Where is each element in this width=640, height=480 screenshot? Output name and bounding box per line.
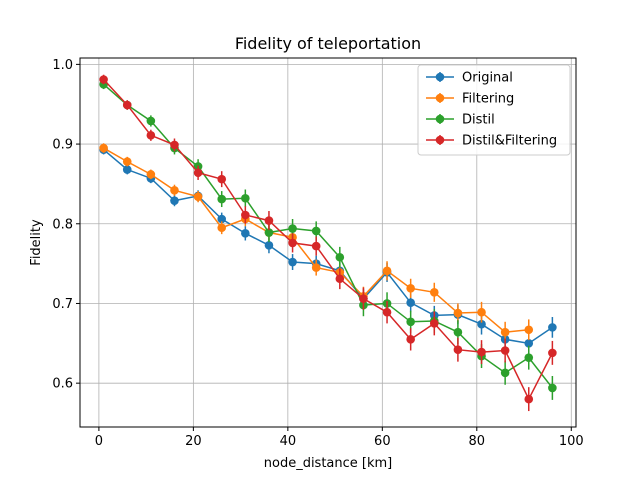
data-point <box>264 228 274 237</box>
data-point <box>548 323 557 332</box>
data-point <box>477 347 486 357</box>
data-point <box>548 348 557 358</box>
series-1 <box>99 144 557 354</box>
x-tick-label: 60 <box>374 434 391 449</box>
data-point <box>335 274 345 284</box>
data-point <box>146 131 156 140</box>
legend-label: Distil <box>462 113 495 128</box>
data-point <box>311 263 321 272</box>
y-tick-label: 0.6 <box>52 377 73 392</box>
axes-frame <box>79 57 577 428</box>
legend-label: Distil&Filtering <box>462 134 557 149</box>
data-point <box>382 307 392 317</box>
data-point <box>288 224 297 233</box>
y-axis-label: Fidelity <box>29 219 44 266</box>
legend-item: Filtering <box>426 92 514 107</box>
data-point <box>217 194 227 204</box>
data-point <box>524 325 534 335</box>
data-point <box>170 196 179 205</box>
legend-label: Filtering <box>462 92 514 107</box>
legend-label: Original <box>462 71 513 86</box>
data-point <box>429 288 439 297</box>
data-point <box>453 345 463 354</box>
data-point <box>288 257 297 267</box>
y-tick-label: 0.8 <box>52 217 73 232</box>
data-point <box>335 252 345 262</box>
data-point <box>193 192 203 201</box>
legend-item: Distil&Filtering <box>426 134 557 149</box>
data-point <box>241 193 250 203</box>
data-point <box>241 229 250 238</box>
data-point <box>500 346 510 355</box>
data-point <box>146 116 156 126</box>
x-tick-label: 20 <box>185 434 202 449</box>
x-tick-label: 100 <box>559 434 584 449</box>
data-point <box>217 174 227 184</box>
data-point <box>146 170 156 179</box>
plot-area <box>99 74 557 412</box>
data-point <box>122 157 132 166</box>
data-point <box>99 75 108 84</box>
series-4 <box>99 74 557 412</box>
data-point <box>193 168 203 178</box>
legend-box <box>417 64 571 156</box>
data-point <box>264 240 274 250</box>
data-point <box>122 165 132 174</box>
data-point <box>453 327 463 337</box>
x-axis-label: node_distance [km] <box>264 456 393 471</box>
data-point <box>311 241 321 251</box>
data-point <box>264 216 274 225</box>
data-point <box>382 266 392 276</box>
data-point <box>500 327 510 337</box>
data-point <box>217 223 227 233</box>
data-point <box>122 100 132 110</box>
x-axis: 0 20 40 60 80 100 <box>95 427 584 449</box>
x-tick-label: 40 <box>280 434 297 449</box>
legend: Original Filtering Distil Distil&Filtering <box>417 64 571 156</box>
data-point <box>241 210 250 220</box>
x-tick-label: 80 <box>469 434 486 449</box>
legend-item: Distil <box>426 113 495 128</box>
data-point <box>548 383 557 393</box>
legend-item: Original <box>426 71 513 86</box>
data-point <box>524 339 534 348</box>
data-point <box>406 284 415 293</box>
data-point <box>406 298 415 307</box>
legend-swatch-marker <box>435 93 445 103</box>
data-point <box>524 353 534 362</box>
data-point <box>288 238 297 248</box>
y-tick-label: 0.7 <box>52 297 73 312</box>
legend-swatch-marker <box>435 135 445 145</box>
data-point <box>524 394 534 404</box>
data-point <box>453 308 463 318</box>
data-point <box>311 226 321 236</box>
data-point <box>477 307 486 317</box>
data-point <box>217 214 227 224</box>
legend-swatch-marker <box>435 114 445 124</box>
data-point <box>406 317 415 327</box>
y-axis: 0.6 0.7 0.8 0.9 1.0 <box>52 58 80 392</box>
data-point <box>99 143 108 153</box>
data-point <box>500 368 510 378</box>
data-point <box>359 294 368 303</box>
data-point <box>170 140 179 150</box>
y-tick-label: 1.0 <box>52 58 73 73</box>
data-point <box>406 335 415 344</box>
data-point <box>170 185 179 195</box>
data-point <box>477 319 486 329</box>
x-tick-label: 0 <box>95 434 103 449</box>
data-point <box>429 319 439 328</box>
legend-swatch-marker <box>435 72 445 82</box>
y-tick-label: 0.9 <box>52 138 73 153</box>
chart-title: Fidelity of teleportation <box>235 34 421 53</box>
